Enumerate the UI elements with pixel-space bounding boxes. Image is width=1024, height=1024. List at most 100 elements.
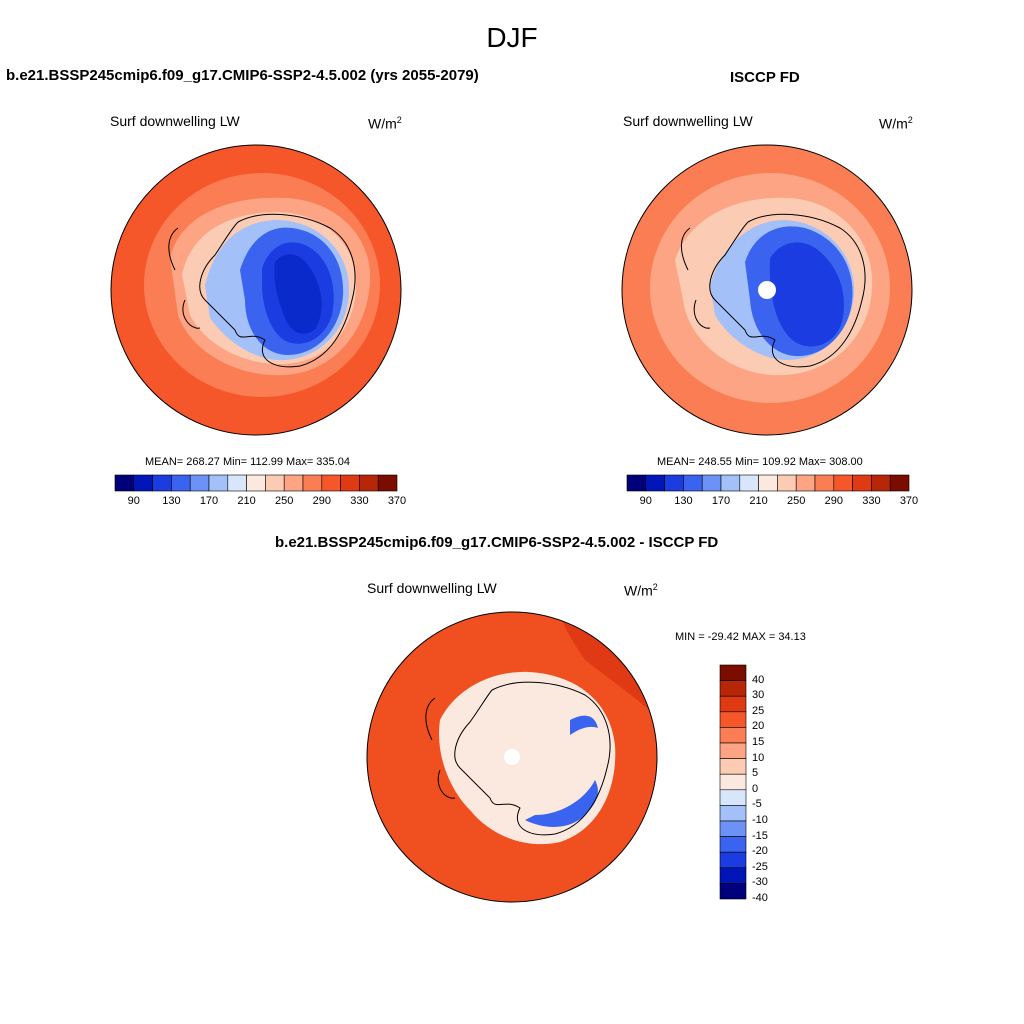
diff-negative-region [525,780,598,827]
colorbar-swatch [626,474,647,492]
panel-1-stats: MEAN= 268.27 Min= 112.99 Max= 335.04 [145,456,350,468]
colorbar-swatch [719,820,747,837]
colorbar-swatch [739,474,759,492]
colorbar-swatch [795,474,816,492]
colorbar-swatch [719,805,747,822]
panel-1-title: b.e21.BSSP245cmip6.f09_g17.CMIP6-SSP2-4.… [6,67,479,84]
colorbar-swatch [719,789,747,806]
diff-high-region [560,615,657,720]
colorbar-swatch [152,474,172,492]
colorbar-tick-label: 330 [862,495,881,507]
panel-3-coastline [425,681,611,836]
colorbar-swatch [302,474,323,492]
panel-1-variable-label: Surf downwelling LW [110,113,240,129]
colorbar-swatch [719,680,747,697]
colorbar-tick-label: 30 [752,689,765,702]
colorbar-swatch [645,474,665,492]
colorbar-tick-label: -30 [752,876,768,889]
colorbar-tick-label: -5 [752,798,762,811]
colorbar-swatch [133,474,153,492]
colorbar-tick-label: 25 [752,704,765,717]
panel-3-units: W/m2 [624,582,658,599]
polar-gap [504,749,520,765]
colorbar-swatch [871,474,891,492]
colorbar-swatch [758,474,778,492]
panel-1-units: W/m2 [368,115,402,132]
panel-2-units: W/m2 [879,115,913,132]
colorbar-swatch [719,742,747,759]
colorbar-swatch [720,474,741,492]
colorbar-swatch [171,474,191,492]
colorbar-swatch [340,474,360,492]
colorbar-tick-label: 210 [237,495,256,507]
panel-3-field [367,612,657,902]
colorbar-tick-label: 5 [752,767,759,780]
colorbar-tick-label: 10 [752,751,765,764]
colorbar-swatch [719,883,747,900]
colorbar-tick-label: 90 [639,495,652,507]
panel-1-coastline [168,213,356,368]
panel-1-field [111,145,401,435]
colorbar-tick-label: 370 [899,495,919,507]
colorbar-tick-label: 210 [749,495,768,507]
diff-negative-region [570,715,598,735]
colorbar-tick-label: 170 [711,495,731,507]
colorbar-swatch [719,727,747,744]
colorbar-tick-label: 0 [752,782,759,795]
ice-sheet-core [274,254,322,334]
colorbar-swatch [777,474,797,492]
panel-2-map-border [621,144,913,436]
colorbar-swatch [719,851,747,869]
diff-near-zero-land [439,671,616,845]
colorbar-tick-label: 130 [674,495,693,507]
colorbar-swatch [814,474,835,492]
colorbar-tick-label: 290 [824,495,843,507]
colorbar-tick-label: 370 [387,495,407,507]
colorbar-tick-label: 250 [787,495,806,507]
colorbar-tick-label: -20 [752,845,768,858]
colorbar-swatch [227,474,247,492]
colorbar-tick-label: 330 [350,495,369,507]
panel-2-variable-label: Surf downwelling LW [623,113,753,129]
panel-3-colorbar [719,664,747,900]
colorbar-tick-label: 40 [752,673,765,686]
panel-3-variable-label: Surf downwelling LW [367,580,497,596]
colorbar-swatch [683,474,703,492]
panel-1-map-border [110,144,402,436]
colorbar-swatch [321,474,341,492]
colorbar-swatch [701,474,722,492]
colorbar-swatch [852,474,872,492]
colorbar-tick-label: 250 [275,495,294,507]
colorbar-swatch [889,474,910,492]
colorbar-tick-label: 170 [199,495,219,507]
panel-2-coastline [681,213,866,368]
colorbar-swatch [719,695,747,713]
main-title: DJF [486,22,538,53]
colorbar-swatch [719,664,747,681]
colorbar-tick-label: 20 [752,720,765,733]
colorbar-swatch [664,474,684,492]
panel-3-map-border [366,611,658,903]
panel-3-title: b.e21.BSSP245cmip6.f09_g17.CMIP6-SSP2-4.… [275,534,719,551]
colorbar-swatch [265,474,285,492]
colorbar-tick-label: -25 [752,860,768,873]
colorbar-swatch [189,474,210,492]
panel-3-stats: MIN = -29.42 MAX = 34.13 [675,631,806,643]
colorbar-swatch [283,474,304,492]
panel-1-colorbar [114,474,398,492]
colorbar-swatch [719,758,747,775]
colorbar-tick-label: 130 [162,495,181,507]
colorbar-swatch [719,836,747,853]
colorbar-tick-label: 90 [127,495,140,507]
colorbar-swatch [246,474,266,492]
colorbar-swatch [208,474,229,492]
panel-2-field [622,145,912,435]
colorbar-swatch [719,867,747,884]
colorbar-tick-label: -10 [752,814,768,826]
colorbar-swatch [359,474,379,492]
colorbar-swatch [114,474,135,492]
colorbar-swatch [719,773,747,791]
colorbar-tick-label: -15 [752,829,768,842]
colorbar-tick-label: 290 [312,495,331,507]
